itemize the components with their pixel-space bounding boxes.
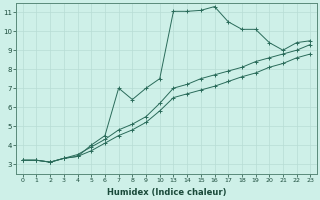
X-axis label: Humidex (Indice chaleur): Humidex (Indice chaleur) xyxy=(107,188,226,197)
